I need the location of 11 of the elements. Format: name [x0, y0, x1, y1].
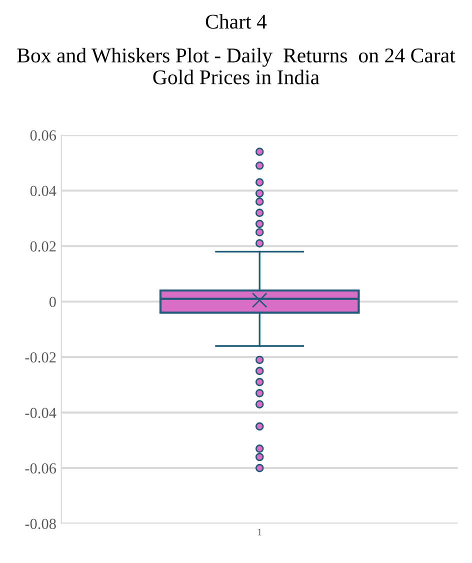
y-tick-label: -0.06 [25, 463, 56, 474]
y-tick-label: -0.02 [25, 352, 56, 363]
y-tick-label: -0.08 [25, 518, 56, 530]
y-tick-label: 0.02 [30, 241, 56, 252]
x-tick-label: 1 [258, 528, 262, 536]
y-tick-label: 0 [49, 296, 56, 308]
y-tick-label: 0.06 [30, 130, 56, 141]
y-tick-label: 0.04 [30, 186, 56, 196]
chart-title: Chart 4 [206, 14, 267, 29]
chart-subtitle: Box and Whiskers Plot - Daily Returns on 24 Carat Gold Prices in India [17, 48, 456, 84]
y-tick-label: -0.04 [25, 408, 56, 418]
